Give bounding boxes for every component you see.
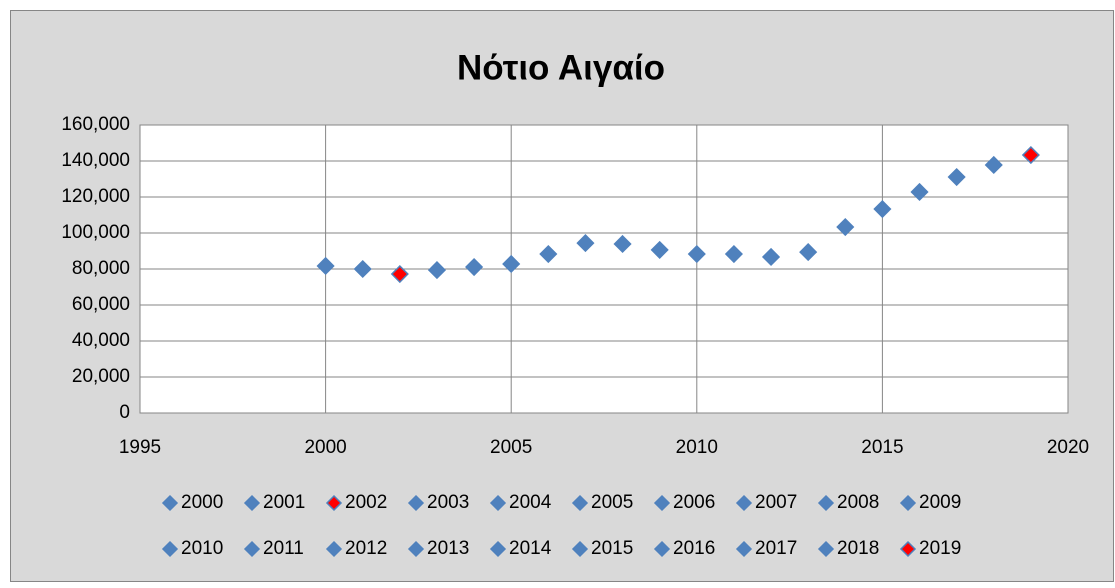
legend-marker — [325, 494, 343, 512]
legend-marker — [571, 494, 589, 512]
legend-marker — [407, 540, 425, 558]
legend-label: 2014 — [509, 538, 552, 559]
marker — [539, 244, 558, 264]
marker — [873, 199, 892, 219]
legend-marker — [571, 540, 589, 558]
marker — [910, 182, 929, 202]
x-tick-label: 1995 — [119, 437, 161, 458]
legend-marker — [489, 494, 507, 512]
legend-marker — [735, 540, 753, 558]
legend-marker — [653, 494, 671, 512]
legend-label: 2005 — [591, 492, 633, 513]
legend-marker — [407, 494, 425, 512]
legend-marker — [489, 540, 507, 558]
y-tick-label: 0 — [119, 402, 130, 423]
marker — [687, 244, 706, 264]
legend-label: 2016 — [673, 538, 715, 559]
legend-marker — [817, 540, 835, 558]
marker — [502, 254, 521, 274]
legend-marker — [899, 494, 917, 512]
marker — [1021, 145, 1040, 165]
y-tick-label: 160,000 — [61, 114, 130, 135]
legend-marker — [735, 494, 753, 512]
legend-marker — [243, 494, 261, 512]
legend-marker — [243, 540, 261, 558]
legend-label: 2003 — [427, 492, 469, 513]
legend-label: 2000 — [181, 492, 223, 513]
y-tick-label: 20,000 — [72, 366, 130, 387]
legend-marker — [817, 494, 835, 512]
y-tick-label: 80,000 — [72, 258, 130, 279]
marker — [613, 234, 632, 254]
y-tick-label: 100,000 — [61, 222, 130, 243]
chart-title: Νότιο Αιγαίο — [457, 48, 665, 87]
marker — [465, 257, 484, 277]
marker — [799, 243, 818, 262]
legend-label: 2018 — [837, 538, 879, 559]
x-tick-label: 2020 — [1047, 437, 1089, 458]
marker — [353, 259, 372, 279]
marker — [427, 261, 447, 280]
marker — [576, 234, 595, 253]
legend-marker — [653, 540, 671, 558]
legend-label: 2002 — [345, 492, 387, 513]
x-tick-label: 2005 — [490, 437, 532, 458]
x-tick-label: 2015 — [861, 437, 903, 458]
legend-label: 2017 — [755, 538, 797, 559]
marker — [984, 155, 1003, 175]
y-tick-label: 120,000 — [61, 186, 130, 207]
legend-label: 2004 — [509, 492, 552, 513]
legend-label: 2015 — [591, 538, 633, 559]
legend-label: 2006 — [673, 492, 715, 513]
marker — [947, 167, 966, 187]
legend-label: 2008 — [837, 492, 879, 513]
marker — [724, 244, 743, 264]
marker — [761, 247, 781, 267]
legend-label: 2001 — [263, 492, 305, 513]
legend-label: 2007 — [755, 492, 797, 513]
legend-label: 2009 — [919, 492, 961, 513]
y-tick-label: 40,000 — [72, 330, 130, 351]
marker — [836, 217, 855, 237]
x-tick-label: 2010 — [676, 437, 718, 458]
marker — [316, 256, 335, 276]
legend-marker — [161, 494, 179, 512]
legend-label: 2011 — [263, 538, 304, 559]
marker — [650, 240, 669, 259]
legend-label: 2019 — [919, 538, 961, 559]
legend-label: 2010 — [181, 538, 223, 559]
legend-marker — [899, 540, 917, 558]
x-tick-label: 2000 — [304, 437, 346, 458]
y-tick-label: 60,000 — [72, 294, 130, 315]
legend-marker — [161, 540, 179, 558]
y-tick-label: 140,000 — [61, 150, 130, 171]
marker — [390, 264, 409, 284]
legend-label: 2012 — [345, 538, 387, 559]
legend-marker — [325, 540, 343, 558]
legend-label: 2013 — [427, 538, 469, 559]
